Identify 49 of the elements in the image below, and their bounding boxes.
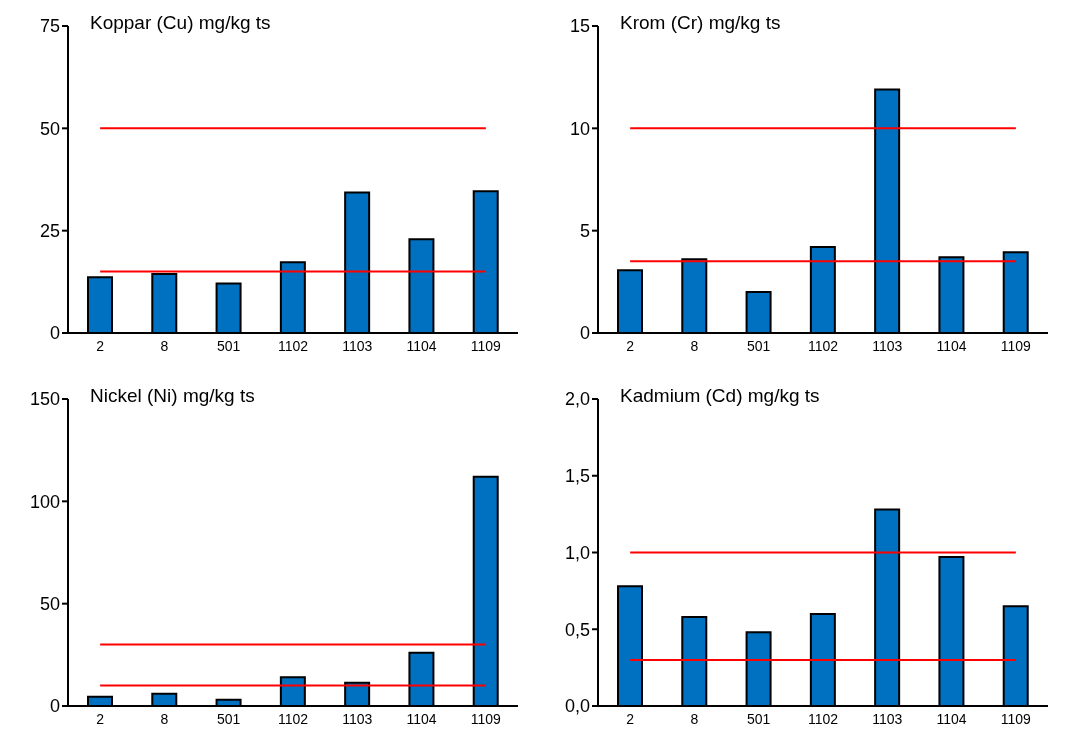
x-tick-label: 1109 xyxy=(1000,337,1032,354)
x-tick-label: 2 xyxy=(96,337,105,354)
x-tick-label: 8 xyxy=(690,337,699,354)
y-tick-label: 0,0 xyxy=(564,696,590,717)
y-tick-label: 2,0 xyxy=(564,389,590,410)
x-tick-label: 1103 xyxy=(872,337,903,354)
y-tick-label: 0 xyxy=(49,323,60,344)
x-tick-label: 501 xyxy=(747,337,771,354)
x-tick-label: 2 xyxy=(626,710,635,727)
x-tick-label: 1104 xyxy=(406,337,437,354)
y-tick-label: 0,5 xyxy=(564,619,590,640)
y-tick-label: 50 xyxy=(39,118,60,139)
x-tick-label: 1104 xyxy=(936,337,967,354)
y-tick-label: 1,5 xyxy=(564,466,590,487)
chart-title: Kadmium (Cd) mg/kg ts xyxy=(620,385,820,407)
x-tick-label: 501 xyxy=(217,337,241,354)
y-tick-label: 10 xyxy=(569,118,590,139)
x-tick-label: 1103 xyxy=(872,710,903,727)
x-tick-label: 1102 xyxy=(807,337,839,354)
chart-title: Koppar (Cu) mg/kg ts xyxy=(90,12,271,34)
y-tick-label: 75 xyxy=(39,16,60,37)
x-tick-label: 2 xyxy=(626,337,635,354)
x-tick-label: 1109 xyxy=(470,337,502,354)
x-tick-label: 1102 xyxy=(807,710,839,727)
x-tick-label: 1109 xyxy=(1000,710,1032,727)
y-tick-label: 0 xyxy=(579,323,590,344)
y-tick-label: 0 xyxy=(49,696,60,717)
x-tick-label: 1103 xyxy=(342,710,373,727)
x-tick-label: 8 xyxy=(160,710,169,727)
y-tick-label: 15 xyxy=(569,16,590,37)
y-tick-label: 100 xyxy=(29,491,60,512)
x-tick-label: 8 xyxy=(690,710,699,727)
y-tick-label: 1,0 xyxy=(564,542,590,563)
x-tick-label: 1103 xyxy=(342,337,373,354)
x-tick-label: 1102 xyxy=(277,337,309,354)
x-tick-label: 1104 xyxy=(936,710,967,727)
y-tick-label: 50 xyxy=(39,594,60,615)
x-tick-label: 1102 xyxy=(277,710,309,727)
chart-title: Nickel (Ni) mg/kg ts xyxy=(90,385,255,407)
x-tick-label: 1104 xyxy=(406,710,437,727)
x-tick-label: 8 xyxy=(160,337,169,354)
x-tick-label: 2 xyxy=(96,710,105,727)
y-tick-label: 150 xyxy=(29,389,60,410)
x-tick-label: 501 xyxy=(217,710,241,727)
chart-title: Krom (Cr) mg/kg ts xyxy=(620,12,781,34)
x-tick-label: 1109 xyxy=(470,710,502,727)
x-tick-label: 501 xyxy=(747,710,771,727)
y-tick-label: 5 xyxy=(579,221,590,242)
y-tick-label: 25 xyxy=(39,221,60,242)
